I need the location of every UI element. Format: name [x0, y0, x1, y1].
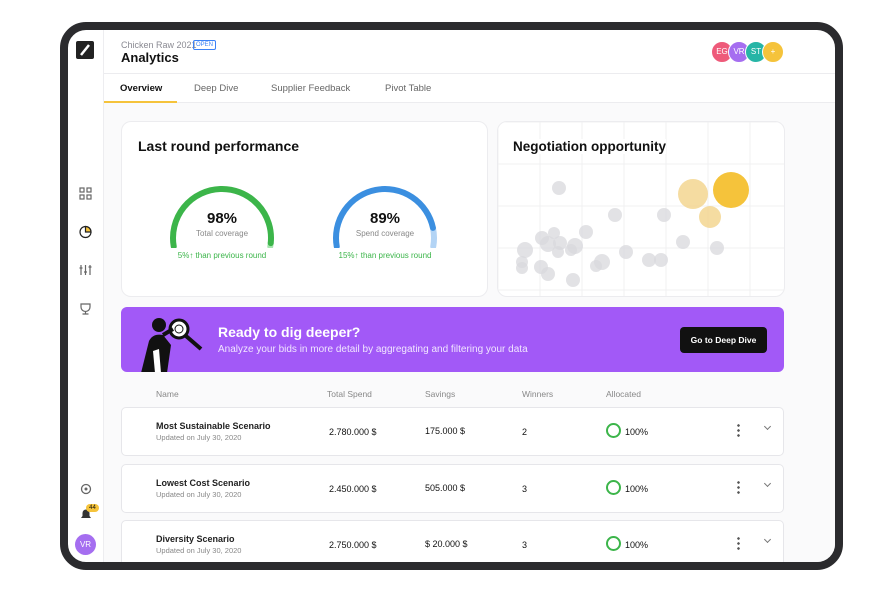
winners: 2	[522, 427, 528, 437]
winners: 3	[522, 483, 528, 494]
user-avatar[interactable]: VR	[75, 534, 96, 555]
scenario-row[interactable]	[121, 407, 784, 456]
scenario-updated: Updated on July 30, 2020	[156, 489, 242, 499]
scenario-name: Lowest Cost Scenario	[156, 477, 251, 488]
icon-filters[interactable]	[79, 265, 92, 275]
tabs-divider	[104, 102, 835, 103]
column-header: Allocated	[606, 389, 641, 399]
bubble	[541, 267, 555, 281]
winners: 3	[522, 540, 528, 550]
tab[interactable]: Overview	[120, 83, 163, 94]
column-header: Winners	[522, 389, 554, 399]
allocated: 100%	[625, 427, 649, 437]
bubble	[552, 246, 564, 258]
total-spend: 2.750.000 $	[329, 540, 377, 550]
icon-trophy[interactable]	[80, 303, 91, 315]
scenario-row[interactable]	[121, 463, 784, 513]
tab-underline	[104, 101, 177, 103]
bubble	[713, 172, 749, 208]
gauge-arc	[333, 186, 436, 248]
bubble	[516, 262, 528, 274]
total-spend: 2.780.000 $	[329, 427, 377, 437]
scenario-updated: Updated on July 30, 2020	[156, 546, 242, 555]
bubble	[676, 235, 690, 249]
project-name: Chicken Raw 2021	[121, 40, 197, 50]
banner-text: Analyze your bids in more detail by aggr…	[218, 344, 528, 355]
header-divider	[104, 73, 835, 74]
card-title: Last round performance	[138, 138, 300, 154]
bubble	[566, 273, 580, 287]
gauge-change: 5%↑ than previous round	[177, 251, 267, 260]
deep-dive-button[interactable]: Go to Deep Dive	[680, 327, 767, 353]
banner-title: Ready to dig deeper?	[218, 324, 361, 340]
bubble	[565, 244, 577, 256]
gauge	[170, 186, 274, 248]
bubble	[608, 208, 622, 222]
collaborator-avatar[interactable]: VR	[728, 41, 750, 63]
banner-illustration	[141, 318, 203, 372]
sidebar	[68, 30, 104, 562]
scenario-name: Most Sustainable Scenario	[156, 421, 271, 431]
bubble	[517, 242, 533, 258]
bubble	[619, 245, 633, 259]
savings: 505.000 $	[425, 482, 466, 493]
banner: Ready to dig deeper? Analyze your bids i…	[121, 307, 784, 372]
scenario-updated: Updated on July 30, 2020	[156, 433, 242, 442]
bubble	[579, 225, 593, 239]
bubble	[642, 253, 656, 267]
tab[interactable]: Pivot Table	[385, 83, 432, 94]
bubble	[657, 208, 671, 222]
allocated-icon	[606, 536, 621, 551]
total-spend: 2.450.000 $	[329, 483, 377, 494]
row-menu[interactable]	[737, 423, 740, 437]
column-header: Name	[156, 389, 179, 399]
scenario-row[interactable]	[121, 520, 784, 562]
column-header: Savings	[425, 389, 456, 399]
gauge-label: Spend coverage	[355, 229, 415, 238]
column-header: Total Spend	[327, 389, 372, 399]
device-frame: 44 VR Chicken Raw 2021 OPEN Analytics La…	[60, 22, 843, 570]
allocated: 100%	[625, 483, 649, 494]
collaborator-avatar[interactable]: +	[762, 41, 784, 63]
gauge-value: 89%	[369, 210, 401, 227]
notification-badge: 44	[86, 504, 99, 512]
gauge-label: Total coverage	[195, 229, 249, 238]
bubble	[540, 236, 556, 252]
status-badge: OPEN	[193, 40, 217, 50]
logo[interactable]	[76, 41, 94, 59]
sidebar-icons	[79, 187, 92, 315]
gauge	[333, 186, 437, 248]
gauge-value: 98%	[206, 210, 238, 227]
scenario-name: Diversity Scenario	[156, 534, 235, 544]
page-title: Analytics	[121, 50, 179, 65]
bubble	[548, 227, 560, 239]
savings: 175.000 $	[425, 426, 466, 436]
bubble	[552, 181, 566, 195]
icon-settings[interactable]	[78, 481, 94, 497]
gauge-arc	[170, 186, 274, 248]
row-menu[interactable]	[737, 479, 740, 494]
logo-mark	[80, 44, 90, 56]
bubble	[710, 241, 724, 255]
bubble	[678, 179, 708, 209]
card-title: Negotiation opportunity	[513, 139, 666, 154]
tab[interactable]: Supplier Feedback	[271, 83, 351, 94]
bubble	[654, 253, 668, 267]
gauge-change: 15%↑ than previous round	[338, 251, 432, 260]
bubble	[590, 260, 602, 272]
allocated: 100%	[625, 540, 649, 550]
allocated-icon	[606, 479, 621, 495]
bubble-chart	[498, 122, 784, 296]
allocated-icon	[606, 423, 621, 438]
row-menu[interactable]	[737, 536, 740, 550]
icon-grid[interactable]	[79, 187, 85, 193]
tab[interactable]: Deep Dive	[194, 83, 239, 94]
bubble	[699, 206, 721, 228]
savings: $ 20.000 $	[425, 539, 468, 549]
